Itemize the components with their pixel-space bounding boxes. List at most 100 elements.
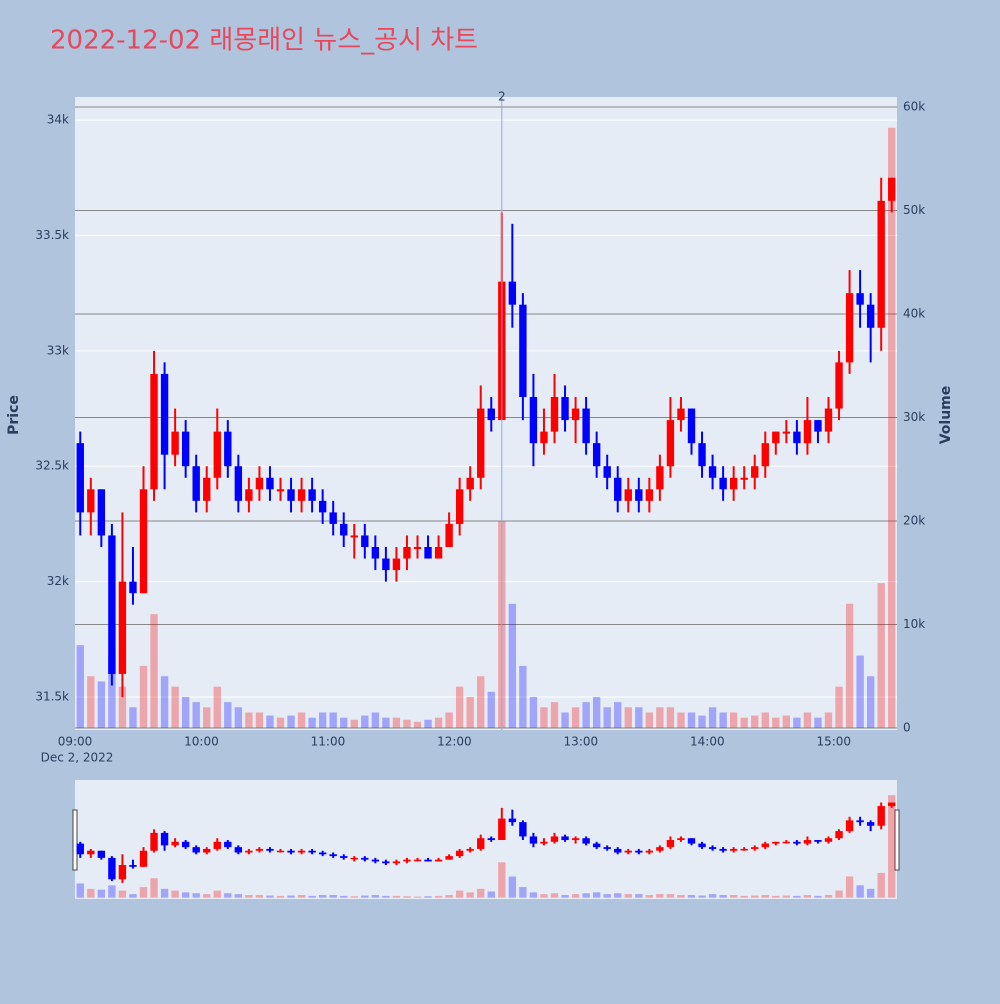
candle-body <box>371 547 380 559</box>
candle-body-mini <box>350 857 358 860</box>
candle-body <box>361 535 369 547</box>
candle-body-mini <box>603 847 611 849</box>
volume-bar-mini <box>866 888 875 898</box>
candle-body <box>382 558 390 571</box>
candle-body-mini <box>687 838 696 844</box>
volume-bar-mini <box>793 895 801 898</box>
candle-body-mini <box>97 850 106 858</box>
volume-bar <box>814 717 822 729</box>
candle-body <box>266 477 274 490</box>
y2-tick-label: 0 <box>903 721 911 735</box>
volume-bar <box>582 702 590 729</box>
candle-body <box>445 523 453 547</box>
volume-bar <box>361 715 369 729</box>
volume-bar <box>434 717 443 729</box>
candle-body <box>529 397 538 444</box>
volume-bar <box>751 715 759 729</box>
volume-bar-mini <box>329 895 337 898</box>
candle-body <box>318 500 327 513</box>
candle-body <box>171 431 179 455</box>
candle-body-mini <box>87 850 95 855</box>
volume-bar-mini <box>234 894 243 898</box>
volume-bar <box>413 721 422 729</box>
candle-body-mini <box>866 822 875 826</box>
candle-body-mini <box>550 836 559 842</box>
candle-body <box>856 293 864 305</box>
x-tick-label: 11:00 <box>311 735 346 749</box>
volume-bar-mini <box>318 895 327 898</box>
volume-bar <box>129 707 137 729</box>
volume-bar-mini <box>139 887 148 898</box>
x-tick-label: 13:00 <box>564 735 599 749</box>
candle-body-mini <box>424 859 432 862</box>
candle-body-mini <box>677 838 685 841</box>
y-tick-label: 31.5k <box>35 690 69 704</box>
candle-body-mini <box>571 838 580 841</box>
y2-tick-label: 30k <box>903 410 925 424</box>
volume-bar-mini <box>645 895 654 898</box>
volume-bar-mini <box>118 890 127 898</box>
volume-bar <box>888 127 896 729</box>
candle-body-mini <box>540 841 548 844</box>
y2-tick-label: 10k <box>903 617 925 631</box>
y-tick-label: 33.5k <box>35 228 69 242</box>
volume-bar-mini <box>255 895 264 898</box>
volume-bar-mini <box>582 893 590 898</box>
volume-bar-mini <box>571 894 580 898</box>
candle-body <box>761 443 769 467</box>
candle-body <box>845 293 854 363</box>
volume-bar-mini <box>814 895 822 898</box>
candle-body-mini <box>413 859 422 862</box>
candle-body <box>234 466 243 501</box>
range-handle[interactable] <box>894 809 900 871</box>
candle-body-mini <box>403 859 411 862</box>
volume-bar <box>266 715 274 729</box>
volume-bar-mini <box>529 892 538 898</box>
candle-body <box>614 477 622 501</box>
volume-bar <box>835 686 843 729</box>
range-slider[interactable] <box>75 780 897 899</box>
volume-bar <box>424 719 432 729</box>
y2-tick-label: 60k <box>903 99 925 113</box>
volume-bar-mini <box>751 895 759 898</box>
volume-bar <box>87 676 95 729</box>
y-axis-title: Price <box>6 395 22 435</box>
volume-bar-mini <box>729 895 738 898</box>
candle-body-mini <box>139 850 148 867</box>
volume-bar-mini <box>761 895 769 898</box>
volume-bar-mini <box>287 895 295 898</box>
volume-bar-mini <box>445 895 453 898</box>
y-tick-label: 32k <box>47 574 69 588</box>
volume-bar-mini <box>677 895 685 898</box>
candle-body <box>350 535 358 538</box>
candle-body-mini <box>814 840 822 842</box>
candle-body <box>224 431 232 467</box>
candle-body <box>592 443 601 467</box>
volume-bar-mini <box>297 895 306 898</box>
candle-body-mini <box>76 843 84 855</box>
range-handle[interactable] <box>72 809 78 871</box>
y2-tick-label: 40k <box>903 306 925 320</box>
x-tick-label: 10:00 <box>184 735 219 749</box>
candle-body-mini <box>824 838 833 842</box>
candle-body <box>540 431 548 444</box>
volume-bar-mini <box>108 885 116 898</box>
volume-bar <box>108 655 116 729</box>
candle-body <box>508 281 517 305</box>
volume-bar-mini <box>835 890 843 898</box>
candle-body <box>824 408 833 432</box>
volume-bar <box>719 712 727 729</box>
volume-bar-mini <box>340 895 348 898</box>
candle-body-mini <box>761 843 769 848</box>
volume-bar <box>234 707 243 729</box>
candle-body-mini <box>487 838 495 841</box>
y2-tick-label: 20k <box>903 514 925 528</box>
candle-body-mini <box>287 850 295 853</box>
candle-body <box>561 397 569 421</box>
x-tick-label: 15:00 <box>816 735 851 749</box>
candle-body-mini <box>793 841 801 844</box>
volume-bar-mini <box>371 895 380 898</box>
volume-bar-mini <box>614 893 622 898</box>
volume-bar <box>97 681 106 729</box>
candle-body <box>677 408 685 421</box>
